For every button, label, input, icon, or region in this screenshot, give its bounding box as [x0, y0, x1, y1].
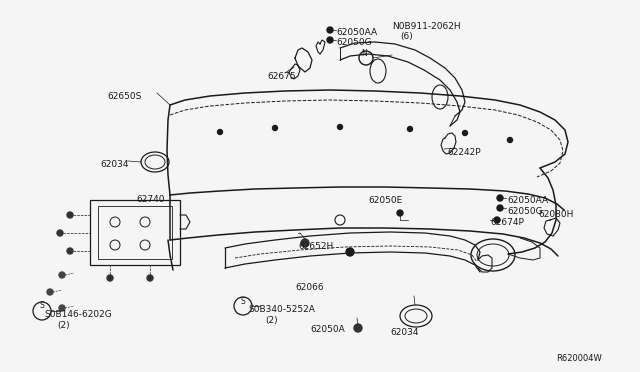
Text: (2): (2) [57, 321, 70, 330]
Ellipse shape [59, 305, 65, 311]
Ellipse shape [273, 125, 278, 131]
Text: 62050A: 62050A [310, 325, 345, 334]
Ellipse shape [327, 37, 333, 43]
Ellipse shape [408, 126, 413, 131]
Text: 62050E: 62050E [368, 196, 403, 205]
Ellipse shape [337, 125, 342, 129]
Text: R620004W: R620004W [556, 354, 602, 363]
Ellipse shape [508, 138, 513, 142]
Ellipse shape [497, 205, 503, 211]
Text: 62050AA: 62050AA [507, 196, 548, 205]
Ellipse shape [107, 275, 113, 281]
Ellipse shape [218, 129, 223, 135]
Ellipse shape [67, 212, 73, 218]
Ellipse shape [59, 272, 65, 278]
Text: 62675: 62675 [267, 72, 296, 81]
Text: N0B911-2062H: N0B911-2062H [392, 22, 461, 31]
Text: (6): (6) [400, 32, 413, 41]
Ellipse shape [57, 230, 63, 236]
Text: 62652H: 62652H [298, 242, 333, 251]
Text: 62080H: 62080H [538, 210, 573, 219]
Text: 62050G: 62050G [336, 38, 372, 47]
Text: 62066: 62066 [295, 283, 324, 292]
Ellipse shape [47, 289, 53, 295]
Ellipse shape [397, 210, 403, 216]
Text: (2): (2) [265, 316, 278, 325]
Text: 62034: 62034 [390, 328, 419, 337]
Text: 62034: 62034 [100, 160, 129, 169]
Ellipse shape [67, 248, 73, 254]
Bar [98, 206, 172, 259]
Ellipse shape [463, 131, 467, 135]
Bar [90, 200, 180, 265]
Text: S0B340-5252A: S0B340-5252A [248, 305, 315, 314]
Text: 62674P: 62674P [490, 218, 524, 227]
Text: S: S [241, 296, 245, 305]
Text: S0B146-6202G: S0B146-6202G [44, 310, 112, 319]
Text: 62242P: 62242P [447, 148, 481, 157]
Text: 62650S: 62650S [107, 92, 141, 101]
Text: 62050AA: 62050AA [336, 28, 377, 37]
Ellipse shape [354, 324, 362, 332]
Text: 62740: 62740 [136, 195, 164, 204]
Ellipse shape [494, 217, 500, 223]
Text: N: N [361, 48, 367, 58]
Ellipse shape [497, 195, 503, 201]
Ellipse shape [327, 27, 333, 33]
Ellipse shape [346, 248, 354, 256]
Text: 62050G: 62050G [507, 207, 543, 216]
Ellipse shape [301, 239, 309, 247]
Text: S: S [40, 301, 44, 311]
Ellipse shape [147, 275, 153, 281]
